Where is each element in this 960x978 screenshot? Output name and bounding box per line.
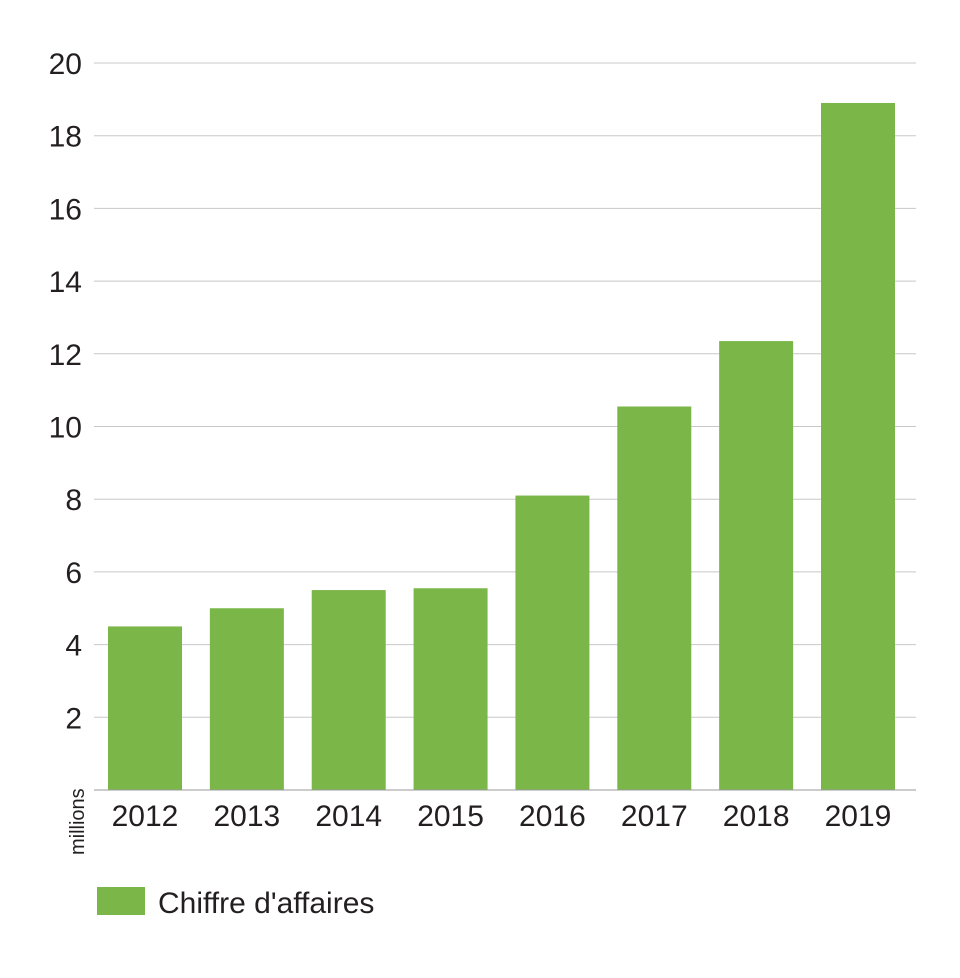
bar-2014 [311, 590, 386, 790]
y-tick-label: 4 [65, 630, 82, 663]
x-tick-label-2018: 2018 [723, 800, 790, 833]
y-tick-label: 20 [49, 48, 82, 81]
y-tick-label: 6 [65, 557, 82, 590]
bar-2013 [209, 608, 284, 790]
bar-2018 [719, 341, 794, 790]
x-tick-label-2013: 2013 [213, 800, 280, 833]
y-tick-label: 8 [65, 484, 82, 517]
legend: Chiffre d'affaires [97, 887, 374, 920]
x-tick-label-2017: 2017 [621, 800, 688, 833]
bar-2019 [821, 102, 895, 791]
x-tick-label-2014: 2014 [315, 800, 382, 833]
x-tick-label-2015: 2015 [417, 800, 484, 833]
y-tick-label: 14 [49, 266, 82, 299]
y-axis-ticks: 2 4 6 8 10 12 14 16 18 20 [49, 48, 82, 735]
bar-2016 [515, 495, 590, 790]
y-axis-unit-label: millions [67, 788, 89, 855]
bar-2015 [413, 588, 488, 790]
legend-label: Chiffre d'affaires [158, 887, 374, 920]
y-tick-label: 2 [65, 702, 82, 735]
bars [108, 102, 895, 791]
x-tick-label-2012: 2012 [112, 800, 179, 833]
x-axis-ticks: 2012 2013 2014 2015 2016 2017 2018 2019 [112, 800, 892, 833]
y-tick-label: 18 [49, 121, 82, 154]
legend-swatch [97, 887, 145, 915]
y-tick-label: 16 [49, 193, 82, 226]
y-tick-label: 10 [49, 412, 82, 445]
y-tick-label: 12 [49, 339, 82, 372]
bar-2012 [108, 626, 182, 790]
bar-2017 [617, 406, 692, 790]
x-tick-label-2016: 2016 [519, 800, 586, 833]
x-tick-label-2019: 2019 [825, 800, 892, 833]
